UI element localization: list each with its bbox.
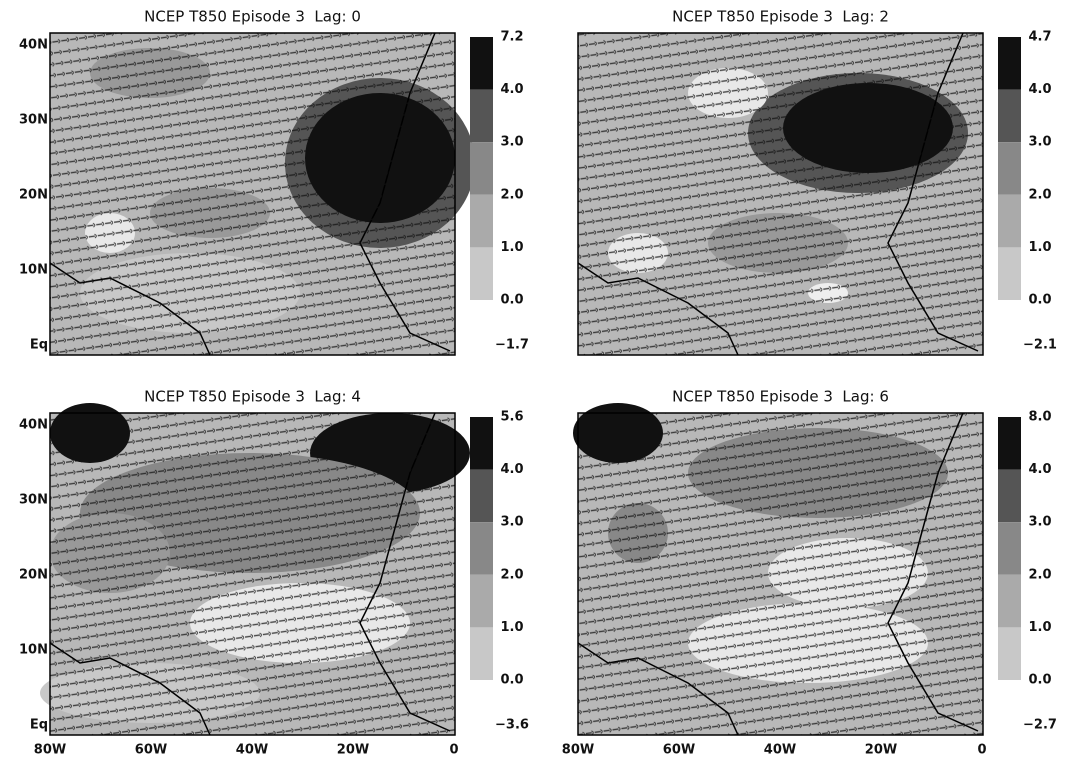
- panel-title: NCEP T850 Episode 3 Lag: 6: [672, 388, 889, 406]
- panel-title: NCEP T850 Episode 3 Lag: 4: [144, 388, 361, 406]
- colorbar-label: 0.0: [500, 673, 523, 688]
- x-axis-label: 60W: [663, 743, 695, 758]
- x-axis-label: 0: [977, 743, 986, 758]
- colorbar-block: [998, 469, 1021, 523]
- colorbar-block: [470, 627, 493, 680]
- colorbar-label: 2.0: [1028, 567, 1051, 582]
- y-axis-label: Eq: [30, 718, 48, 733]
- y-axis-label: Eq: [30, 338, 48, 353]
- colorbar-label: 3.0: [500, 515, 523, 530]
- colorbar-label: 0.0: [1028, 673, 1051, 688]
- colorbar-label: 8.0: [1028, 410, 1051, 425]
- panel-title: NCEP T850 Episode 3 Lag: 2: [672, 8, 889, 26]
- colorbar-block: [470, 247, 493, 300]
- x-axis-label: 20W: [337, 743, 369, 758]
- colorbar-block: [998, 417, 1021, 470]
- colorbar-label: 3.0: [1028, 135, 1051, 150]
- colorbar-label: 4.0: [1028, 82, 1051, 97]
- colorbar-label: 5.6: [500, 410, 523, 425]
- colorbar-block: [470, 37, 493, 90]
- y-axis-label: 40N: [19, 38, 48, 53]
- colorbar-block: [998, 247, 1021, 300]
- colorbar-block: [998, 627, 1021, 680]
- colorbar-label: 3.0: [500, 135, 523, 150]
- colorbar-block: [998, 142, 1021, 195]
- colorbar-label: 4.0: [1028, 462, 1051, 477]
- colorbar-label: 4.7: [1028, 30, 1051, 45]
- colorbar-label: −2.7: [1023, 718, 1057, 733]
- colorbar-block: [470, 574, 493, 628]
- colorbar-block: [998, 194, 1021, 248]
- colorbar-block: [470, 89, 493, 143]
- colorbar-block: [998, 89, 1021, 143]
- colorbar-label: 4.0: [500, 462, 523, 477]
- map-frame: [577, 412, 984, 736]
- colorbar-block: [470, 417, 493, 470]
- colorbar-label: 1.0: [500, 240, 523, 255]
- colorbar-block: [470, 522, 493, 575]
- colorbar-label: 4.0: [500, 82, 523, 97]
- colorbar-label: 2.0: [1028, 187, 1051, 202]
- x-axis-label: 40W: [764, 743, 796, 758]
- y-axis-label: 30N: [19, 113, 48, 128]
- y-axis-label: 20N: [19, 188, 48, 203]
- colorbar-label: −2.1: [1023, 338, 1057, 353]
- wind-vectors: [50, 33, 455, 355]
- x-axis-label: 40W: [236, 743, 268, 758]
- colorbar-label: 2.0: [500, 187, 523, 202]
- x-axis-label: 20W: [865, 743, 897, 758]
- colorbar-block: [470, 469, 493, 523]
- panel-title: NCEP T850 Episode 3 Lag: 0: [144, 8, 361, 26]
- colorbar-label: 7.2: [500, 30, 523, 45]
- colorbar-label: 3.0: [1028, 515, 1051, 530]
- colorbar-block: [470, 194, 493, 248]
- y-axis-label: 20N: [19, 568, 48, 583]
- wind-vectors: [578, 413, 983, 735]
- x-axis-label: 60W: [135, 743, 167, 758]
- colorbar-label: 1.0: [1028, 620, 1051, 635]
- wind-vectors: [578, 33, 983, 355]
- colorbar-block: [998, 574, 1021, 628]
- colorbar-label: −3.6: [495, 718, 529, 733]
- colorbar-block: [998, 37, 1021, 90]
- wind-vectors: [50, 413, 455, 735]
- x-axis-label: 80W: [562, 743, 594, 758]
- colorbar-label: 1.0: [1028, 240, 1051, 255]
- colorbar-label: −1.7: [495, 338, 529, 353]
- colorbar-label: 0.0: [500, 293, 523, 308]
- y-axis-label: 10N: [19, 263, 48, 278]
- x-axis-label: 80W: [34, 743, 66, 758]
- colorbar-label: 1.0: [500, 620, 523, 635]
- colorbar-block: [998, 522, 1021, 575]
- colorbar-label: 2.0: [500, 567, 523, 582]
- colorbar-label: 0.0: [1028, 293, 1051, 308]
- map-frame: [577, 32, 984, 356]
- y-axis-label: 10N: [19, 643, 48, 658]
- colorbar-block: [470, 142, 493, 195]
- y-axis-label: 30N: [19, 493, 48, 508]
- x-axis-label: 0: [449, 743, 458, 758]
- map-frame: [49, 32, 456, 356]
- y-axis-label: 40N: [19, 418, 48, 433]
- map-frame: [49, 412, 456, 736]
